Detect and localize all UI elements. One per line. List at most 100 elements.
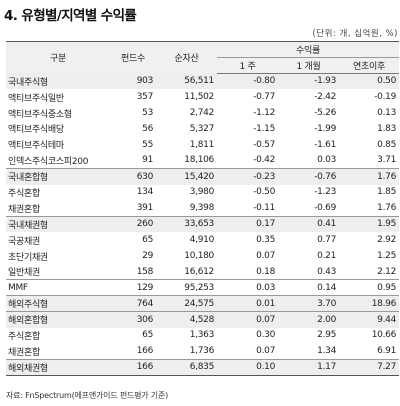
header-row-1: 구분 펀드수 순자산 수익률 [6,41,399,74]
row-return-1m: 0.41 [278,215,339,233]
row-return-1w: 0.30 [256,330,275,341]
row-return-ytd: 1.76 [339,168,399,185]
row-net-assets: 5,327 [189,123,215,134]
row-name: 초단기채권 [8,252,48,263]
row-return-ytd: 0.50 [339,73,399,90]
table-body: 국내주식형 903 56,511 -0.80 -1.93 0.50 액티브주식일반 357 11… [6,73,399,376]
table-row: 액티브주식테마 55 1,811 -0.57 -1.61 0.85 [6,137,399,153]
row-return-ytd: 2.12 [377,266,396,277]
row-name: 주식혼합 [8,188,40,199]
row-return-1w: 0.07 [217,311,278,328]
row-fund-count: 357 [136,92,154,103]
row-return-ytd: 0.95 [339,279,399,296]
row-fund-count: 391 [136,203,154,214]
row-fund-count: 166 [136,346,154,357]
row-return-1w: -0.42 [253,155,275,166]
table-row: 액티브주식중소형 53 2,742 -1.12 -5.26 0.13 [6,105,399,121]
row-name: 일반채권 [8,268,40,279]
row-return-1m: 1.17 [278,358,339,376]
row-return-1m: -1.99 [314,123,336,134]
table-row: 인덱스주식코스피200 91 18,106 -0.42 0.03 3.71 [6,153,399,169]
row-return-ytd: 1.85 [377,187,396,198]
row-return-1w: -0.57 [253,139,275,150]
row-net-assets: 1,363 [189,330,215,341]
row-return-1m: -0.76 [278,168,339,185]
unit-note: (단위: 개, 십억원, %) [312,29,398,39]
row-net-assets: 3,980 [189,187,215,198]
row-return-1w: -0.50 [253,187,275,198]
row-return-ytd: 1.83 [377,123,396,134]
row-fund-count: 903 [110,73,156,90]
row-return-1w: 0.35 [256,235,275,246]
row-return-ytd: 10.66 [371,330,397,341]
row-return-1m: -1.23 [314,187,336,198]
header-return-ytd: 연초이후 [339,57,399,74]
table-row: 국공채권 65 4,910 0.35 0.77 2.92 [6,232,399,248]
row-net-assets: 18,106 [184,155,214,166]
header-category: 구분 [6,41,110,74]
row-name: 국내채권형 [6,215,110,233]
row-return-1m: -1.61 [314,139,336,150]
table-row: 채권혼합 391 9,398 -0.11 -0.69 1.76 [6,200,399,216]
row-name: 채권혼합 [8,204,40,215]
row-return-1w: 0.18 [256,266,275,277]
table-row: 채권혼합 166 1,736 0.07 1.34 6.91 [6,343,399,359]
row-return-ytd: 18.96 [339,295,399,312]
row-fund-count: 65 [142,330,153,341]
row-name: MMF [6,279,110,296]
source-note: 자료: FnSpectrum(에프앤가이드 펀드평가 기준) [6,391,169,400]
row-name: 국내주식형 [6,73,110,90]
row-return-1w: 0.07 [256,346,275,357]
row-net-assets: 1,736 [189,346,215,357]
row-return-1w: 0.07 [256,251,275,262]
row-return-1w: -1.12 [253,108,275,118]
row-return-1m: 0.77 [317,235,336,246]
header-net-assets: 순자산 [156,41,217,74]
row-return-1m: 0.43 [317,266,336,277]
row-return-1m: 2.95 [317,330,336,341]
row-fund-count: 166 [110,358,156,376]
row-return-ytd: 7.27 [339,358,399,376]
row-return-1w: 0.03 [217,279,278,296]
table-row: 초단기채권 29 10,180 0.07 0.21 1.25 [6,248,399,264]
table-row: 일반채권 158 16,612 0.18 0.43 2.12 [6,264,399,280]
row-net-assets: 95,253 [156,279,217,296]
row-return-ytd: 1.95 [339,215,399,233]
row-name: 채권혼합 [8,347,40,358]
row-fund-count: 53 [142,108,153,118]
row-net-assets: 6,835 [156,358,217,376]
row-return-ytd: 6.91 [377,346,396,357]
header-fund-count: 펀드수 [110,41,156,74]
row-fund-count: 91 [142,155,153,166]
row-return-ytd: 1.76 [377,203,396,214]
row-return-1w: -0.23 [217,168,278,185]
row-return-1m: 2.00 [278,311,339,328]
row-net-assets: 1,811 [189,139,215,150]
row-net-assets: 15,420 [156,168,217,185]
table-row: 해외혼합형 306 4,528 0.07 2.00 9.44 [6,311,399,328]
row-return-ytd: 0.85 [377,139,396,150]
row-return-ytd: 1.25 [377,251,396,262]
header-row-2: 1 주 1 개월 연초이후 [6,57,399,74]
row-fund-count: 65 [142,235,153,246]
row-return-ytd: 9.44 [339,311,399,328]
row-fund-count: 29 [142,251,153,262]
header-return-1m: 1 개월 [278,57,339,74]
row-return-1m: -0.69 [314,203,336,214]
row-fund-count: 260 [110,215,156,233]
row-name: 주식혼합 [8,331,40,342]
table-row: 국내채권형 260 33,653 0.17 0.41 1.95 [6,215,399,233]
row-return-ytd: 2.92 [377,235,396,246]
row-net-assets: 56,511 [156,73,217,90]
row-name: 액티브주식테마 [8,141,64,152]
row-fund-count: 134 [136,187,154,198]
row-net-assets: 4,528 [156,311,217,328]
row-return-1w: 0.17 [217,215,278,233]
row-fund-count: 56 [142,123,153,134]
fund-returns-table: 구분 펀드수 순자산 수익률 1 주 1 개월 연초이후 국내주식형 903 56,… [6,41,399,376]
row-return-1w: -0.80 [217,73,278,90]
row-return-1m: 0.21 [317,251,336,262]
row-return-1w: -1.15 [253,123,275,134]
row-return-1m: 1.34 [317,346,336,357]
row-return-1w: 0.01 [217,295,278,312]
